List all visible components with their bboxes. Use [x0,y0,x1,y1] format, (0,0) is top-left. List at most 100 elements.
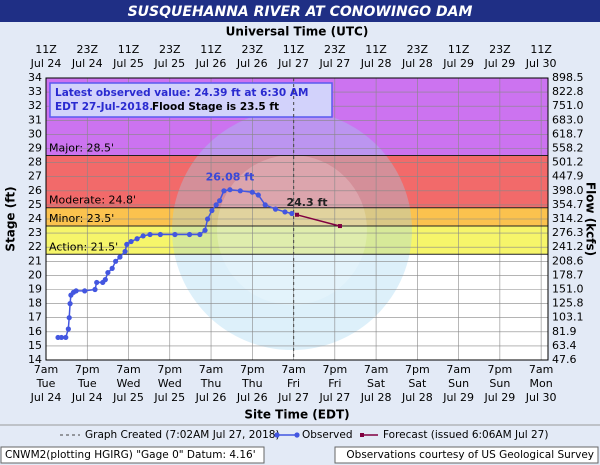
y2-tick-label: 822.8 [552,85,584,98]
observed-point [202,227,208,233]
x-tick-label: Jul 28 [360,391,392,404]
x2-tick-label: Jul 25 [153,57,185,70]
legend-entry: Graph Created (7:02AM Jul 27, 2018) [85,429,280,441]
x2-tick-label: Jul 26 [236,57,268,70]
x-tick-label: Jul 29 [483,391,515,404]
observed-point [209,207,215,214]
info-text: Flood Stage is 23.5 ft [152,101,279,113]
title-bar [0,0,600,22]
observed-point [227,187,233,193]
y-tick-label: 24 [28,212,42,225]
observed-point [272,206,279,212]
y-tick-label: 26 [28,184,42,197]
x2-tick-label: Jul 26 [195,57,227,70]
legend-observed-swatch [294,432,300,438]
x2-tick-label: Jul 27 [277,57,309,70]
top-axis-label: Universal Time (UTC) [226,25,369,39]
observed-point [65,326,71,332]
x2-tick-label: 11Z [365,43,387,56]
y2-tick-label: 241.2 [552,240,584,253]
x2-tick-label: 11Z [200,43,222,56]
x-tick-label: Sat [408,377,427,390]
observed-point [113,258,119,264]
x-tick-label: Thu [241,377,263,390]
info-box [49,82,333,118]
y2-tick-label: 81.9 [552,325,577,338]
x2-tick-label: Jul 24 [71,57,103,70]
observed-point [134,236,140,242]
x-tick-label: 7pm [322,363,347,376]
observed-point [157,231,163,238]
x2-tick-label: Jul 30 [525,57,557,70]
info-text: Latest observed value: 24.39 ft at 6:30 … [55,87,308,99]
x-tick-label: Jul 24 [71,391,103,404]
y2-tick-label: 47.6 [552,353,577,366]
x2-tick-label: Jul 24 [30,57,62,70]
observed-point [237,188,243,194]
plot-area [45,77,548,361]
x2-tick-label: 23Z [76,43,98,56]
x2-tick-label: Jul 28 [401,57,433,70]
y-tick-label: 29 [28,142,42,155]
y-axis-label: Stage (ft) [4,186,18,251]
observed-point [205,216,211,222]
flood-label: Moderate: 24.8' [49,194,136,207]
y-tick-label: 23 [28,226,42,239]
observed-point [117,254,123,260]
y-tick-label: 17 [28,311,42,324]
y2-tick-label: 208.6 [552,254,584,267]
x-tick-label: Jul 29 [442,391,474,404]
footer-left: CNWM2(plotting HGIRG) "Gage 0" Datum: 4.… [5,449,256,461]
observed-point [262,202,268,208]
info-text: EDT 27-Jul-2018. [55,101,153,113]
x2-tick-label: 11Z [35,43,57,56]
y-tick-label: 25 [28,198,42,211]
observed-point [67,301,73,307]
x-tick-label: Jul 28 [401,391,433,404]
data-label: 24.3 ft [286,196,327,209]
y-tick-label: 21 [28,254,42,267]
observed-point [249,189,255,195]
y-tick-label: 16 [28,325,42,338]
footer-box [0,446,265,464]
x2-tick-label: Jul 29 [483,57,515,70]
y-tick-label: 18 [28,297,42,310]
x-tick-label: 7am [364,363,388,376]
x-axis-label: Site Time (EDT) [244,408,349,422]
y2-tick-label: 354.7 [552,198,584,211]
y-tick-label: 31 [28,113,42,126]
flood-label: Minor: 23.5' [49,212,114,225]
x2-tick-label: 23Z [407,43,429,56]
x-tick-label: 7pm [240,363,265,376]
x2-tick-label: Jul 25 [112,57,144,70]
x-tick-label: Jul 24 [30,391,62,404]
observed-point [94,279,100,286]
y2-tick-label: 63.4 [552,339,577,352]
observed-point [122,248,128,255]
x-tick-label: Tue [77,377,97,390]
observed-point [217,198,223,204]
y2-tick-label: 898.5 [552,71,584,84]
y2-tick-label: 178.7 [552,268,584,281]
series-line [296,214,341,227]
y2-tick-label: 103.1 [552,311,584,324]
y-tick-label: 30 [28,127,42,140]
y2-tick-label: 558.2 [552,142,584,155]
data-label: 26.08 ft [206,171,255,184]
plot-frame [45,77,549,361]
forecast-point [337,224,342,229]
x2-tick-label: 23Z [242,43,264,56]
x2-tick-label: Jul 27 [318,57,350,70]
x-tick-label: Sun [489,377,510,390]
x-tick-label: Thu [200,377,222,390]
x-tick-label: 7am [446,363,470,376]
x2-tick-label: 23Z [159,43,181,56]
y-tick-label: 34 [28,71,42,84]
observed-point [73,288,79,294]
x-tick-label: Wed [158,377,182,390]
y-tick-label: 33 [28,85,42,98]
x-tick-label: Jul 25 [112,391,144,404]
legend-forecast-swatch [360,433,364,437]
y2-tick-label: 683.0 [552,113,584,126]
